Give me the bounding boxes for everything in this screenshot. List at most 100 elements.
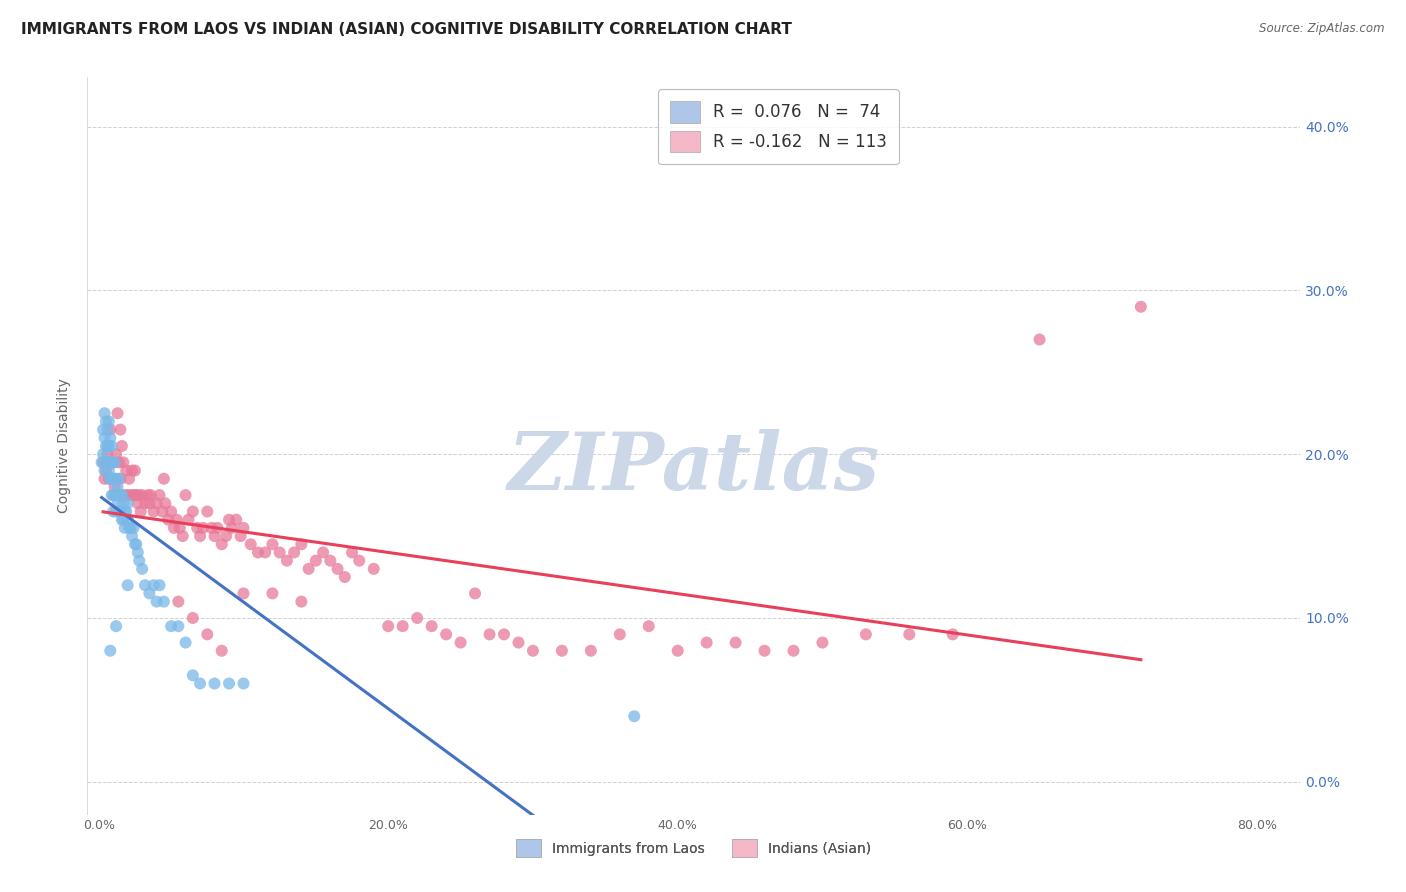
Point xyxy=(186,521,208,535)
Point xyxy=(97,472,120,486)
Point xyxy=(97,439,120,453)
Point xyxy=(666,644,689,658)
Point xyxy=(166,513,188,527)
Point xyxy=(128,488,150,502)
Point xyxy=(145,594,167,608)
Point xyxy=(942,627,965,641)
Point xyxy=(148,488,170,502)
Point xyxy=(96,423,118,437)
Point xyxy=(93,464,115,478)
Point xyxy=(157,513,180,527)
Point xyxy=(152,504,174,518)
Point xyxy=(167,619,190,633)
Point xyxy=(117,578,139,592)
Point xyxy=(91,447,114,461)
Point xyxy=(121,464,143,478)
Point xyxy=(96,455,118,469)
Point xyxy=(169,521,191,535)
Point xyxy=(103,504,125,518)
Point xyxy=(450,635,472,649)
Point xyxy=(637,619,659,633)
Point xyxy=(112,455,135,469)
Point xyxy=(724,635,747,649)
Point xyxy=(211,537,233,551)
Point xyxy=(297,562,319,576)
Point xyxy=(124,464,146,478)
Point xyxy=(110,472,132,486)
Point xyxy=(100,488,122,502)
Point xyxy=(377,619,399,633)
Point xyxy=(195,627,218,641)
Point xyxy=(105,488,128,502)
Point xyxy=(276,554,298,568)
Point xyxy=(1028,333,1050,347)
Point xyxy=(204,676,226,690)
Point xyxy=(492,627,515,641)
Point xyxy=(551,644,574,658)
Point xyxy=(160,504,183,518)
Point xyxy=(290,594,312,608)
Point xyxy=(167,594,190,608)
Point xyxy=(262,537,284,551)
Point xyxy=(221,521,243,535)
Point xyxy=(406,611,429,625)
Point xyxy=(115,504,138,518)
Text: ZIPatlas: ZIPatlas xyxy=(508,429,880,507)
Point xyxy=(105,619,128,633)
Point xyxy=(434,627,457,641)
Point xyxy=(239,537,262,551)
Point xyxy=(121,529,143,543)
Point xyxy=(188,676,211,690)
Point xyxy=(103,472,125,486)
Point xyxy=(225,513,247,527)
Point xyxy=(172,529,194,543)
Point xyxy=(229,529,252,543)
Point xyxy=(215,529,238,543)
Point xyxy=(188,529,211,543)
Point xyxy=(104,455,127,469)
Point xyxy=(782,644,804,658)
Point xyxy=(94,414,117,428)
Point xyxy=(340,545,363,559)
Point xyxy=(114,488,136,502)
Point xyxy=(110,504,132,518)
Point xyxy=(96,439,118,453)
Point xyxy=(136,488,159,502)
Point xyxy=(174,635,197,649)
Point xyxy=(232,676,254,690)
Point xyxy=(319,554,342,568)
Point xyxy=(91,423,114,437)
Point xyxy=(333,570,356,584)
Point xyxy=(108,472,131,486)
Point xyxy=(269,545,291,559)
Point xyxy=(522,644,544,658)
Y-axis label: Cognitive Disability: Cognitive Disability xyxy=(58,378,72,514)
Point xyxy=(104,480,127,494)
Point xyxy=(93,472,115,486)
Point xyxy=(181,504,204,518)
Point xyxy=(104,472,127,486)
Point xyxy=(349,554,371,568)
Point xyxy=(98,644,121,658)
Point xyxy=(754,644,776,658)
Point xyxy=(391,619,413,633)
Point xyxy=(696,635,718,649)
Point xyxy=(122,521,145,535)
Point xyxy=(114,504,136,518)
Point xyxy=(91,455,114,469)
Point xyxy=(125,488,148,502)
Point xyxy=(111,488,134,502)
Point xyxy=(125,537,148,551)
Point xyxy=(108,455,131,469)
Point xyxy=(93,431,115,445)
Point xyxy=(218,513,240,527)
Point xyxy=(117,496,139,510)
Point xyxy=(105,447,128,461)
Point xyxy=(181,668,204,682)
Point xyxy=(195,504,218,518)
Point xyxy=(142,504,165,518)
Point xyxy=(232,521,254,535)
Point xyxy=(98,472,121,486)
Point xyxy=(290,537,312,551)
Point xyxy=(363,562,385,576)
